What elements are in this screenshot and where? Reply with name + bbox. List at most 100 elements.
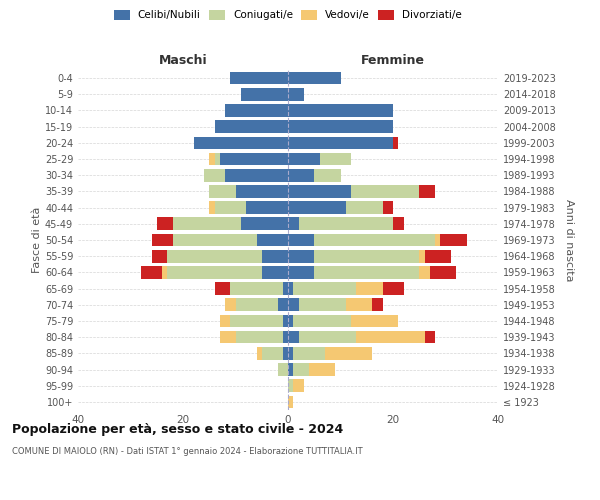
Bar [262, 250, 288, 262]
Bar [288, 169, 314, 181]
Bar [230, 282, 283, 295]
Bar [283, 347, 288, 360]
Bar [419, 185, 435, 198]
Bar [209, 152, 215, 166]
Bar [288, 234, 314, 246]
Bar [167, 266, 262, 278]
Bar [225, 104, 288, 117]
Bar [288, 72, 341, 85]
Text: Maschi: Maschi [158, 54, 208, 67]
Bar [393, 218, 404, 230]
Bar [430, 266, 456, 278]
Bar [293, 282, 356, 295]
Bar [299, 298, 346, 311]
Bar [288, 347, 293, 360]
Bar [220, 152, 288, 166]
Bar [288, 282, 293, 295]
Bar [283, 314, 288, 328]
Bar [262, 266, 288, 278]
Bar [173, 234, 257, 246]
Bar [257, 347, 262, 360]
Bar [241, 218, 288, 230]
Bar [288, 152, 320, 166]
Bar [288, 298, 299, 311]
Bar [293, 380, 304, 392]
Bar [173, 218, 241, 230]
Bar [440, 234, 467, 246]
Bar [288, 218, 299, 230]
Bar [167, 250, 262, 262]
Bar [220, 314, 230, 328]
Bar [151, 250, 167, 262]
Bar [241, 88, 288, 101]
Bar [419, 266, 430, 278]
Bar [325, 347, 372, 360]
Bar [215, 152, 220, 166]
Bar [225, 169, 288, 181]
Bar [293, 347, 325, 360]
Y-axis label: Fasce di età: Fasce di età [32, 207, 42, 273]
Bar [309, 363, 335, 376]
Bar [215, 282, 230, 295]
Bar [193, 136, 288, 149]
Bar [314, 169, 341, 181]
Bar [277, 298, 288, 311]
Text: Popolazione per età, sesso e stato civile - 2024: Popolazione per età, sesso e stato civil… [12, 422, 343, 436]
Bar [314, 266, 419, 278]
Bar [283, 282, 288, 295]
Bar [346, 298, 372, 311]
Bar [425, 250, 451, 262]
Text: COMUNE DI MAIOLO (RN) - Dati ISTAT 1° gennaio 2024 - Elaborazione TUTTITALIA.IT: COMUNE DI MAIOLO (RN) - Dati ISTAT 1° ge… [12, 448, 362, 456]
Bar [372, 298, 383, 311]
Bar [162, 266, 167, 278]
Bar [314, 250, 419, 262]
Bar [288, 331, 299, 344]
Text: Femmine: Femmine [361, 54, 425, 67]
Bar [225, 298, 235, 311]
Bar [230, 314, 283, 328]
Bar [299, 218, 393, 230]
Bar [419, 250, 425, 262]
Bar [288, 363, 293, 376]
Bar [346, 202, 383, 214]
Bar [288, 136, 393, 149]
Bar [356, 331, 425, 344]
Bar [383, 282, 404, 295]
Bar [351, 185, 419, 198]
Bar [235, 185, 288, 198]
Bar [293, 363, 309, 376]
Bar [393, 136, 398, 149]
Bar [277, 363, 288, 376]
Bar [235, 298, 277, 311]
Bar [151, 234, 173, 246]
Bar [288, 185, 351, 198]
Bar [235, 331, 283, 344]
Bar [435, 234, 440, 246]
Bar [288, 104, 393, 117]
Bar [425, 331, 435, 344]
Legend: Celibi/Nubili, Coniugati/e, Vedovi/e, Divorziati/e: Celibi/Nubili, Coniugati/e, Vedovi/e, Di… [114, 10, 462, 20]
Bar [288, 120, 393, 133]
Bar [288, 202, 346, 214]
Bar [141, 266, 162, 278]
Bar [257, 234, 288, 246]
Bar [220, 331, 235, 344]
Bar [157, 218, 173, 230]
Bar [209, 202, 215, 214]
Bar [383, 202, 393, 214]
Bar [209, 185, 235, 198]
Bar [283, 331, 288, 344]
Bar [215, 202, 246, 214]
Bar [293, 314, 351, 328]
Bar [351, 314, 398, 328]
Bar [320, 152, 351, 166]
Bar [288, 250, 314, 262]
Bar [246, 202, 288, 214]
Bar [299, 331, 356, 344]
Bar [288, 314, 293, 328]
Bar [314, 234, 435, 246]
Bar [230, 72, 288, 85]
Y-axis label: Anni di nascita: Anni di nascita [564, 198, 574, 281]
Bar [288, 88, 304, 101]
Bar [215, 120, 288, 133]
